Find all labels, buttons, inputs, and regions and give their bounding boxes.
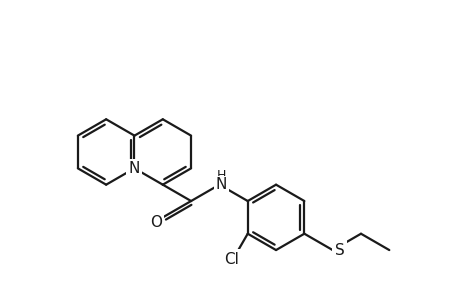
Text: H: H (216, 169, 225, 182)
Text: O: O (150, 215, 162, 230)
Text: N: N (215, 177, 227, 192)
Text: N: N (129, 161, 140, 176)
Text: Cl: Cl (224, 252, 238, 267)
Text: S: S (334, 243, 344, 258)
